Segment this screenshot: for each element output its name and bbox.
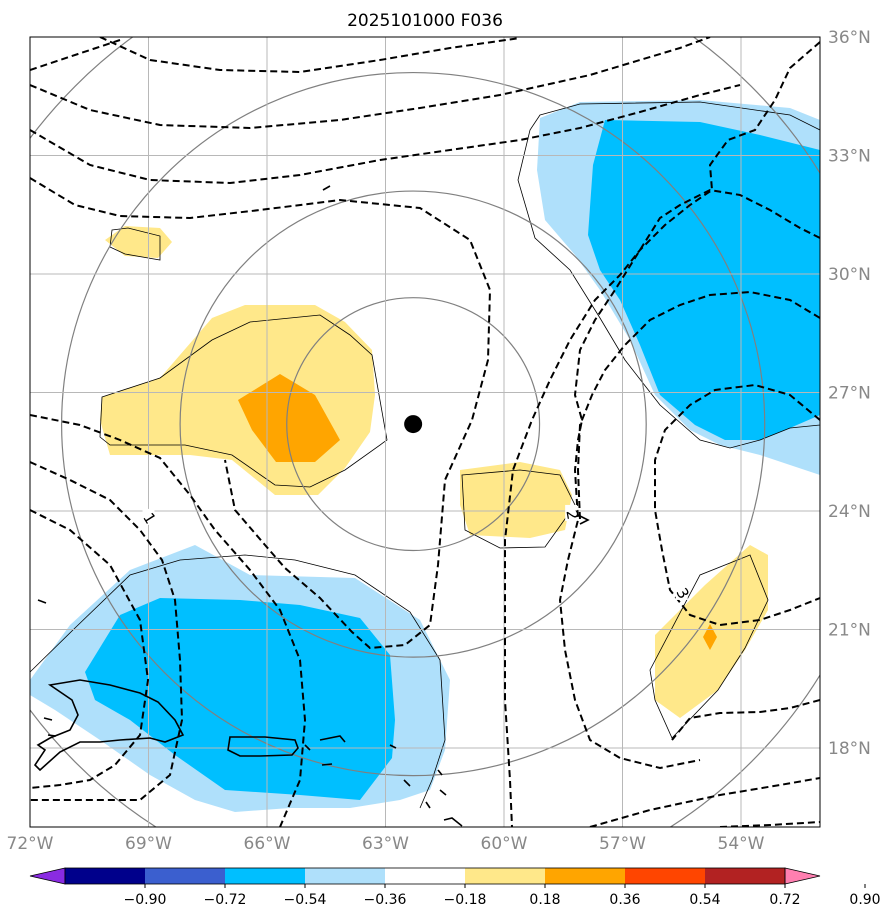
coastline-lesser-antilles-5: [425, 801, 431, 809]
distance-ring: [286, 297, 541, 552]
contour-label-background: [142, 508, 155, 525]
geopotential-contours: [30, 37, 820, 827]
map-frame: [29, 36, 821, 828]
coastline-bahamas-1: [37, 599, 47, 604]
coastline-lesser-antilles-4: [443, 817, 463, 827]
latitude-tick-label: 24°N: [828, 502, 871, 522]
contour-label: 2: [562, 509, 581, 522]
coastline-small-island-3: [321, 763, 333, 766]
coastline-lesser-antilles-2: [403, 779, 411, 787]
positive-anomaly-center-east: [460, 462, 572, 538]
colorbar-outline: [64, 867, 786, 885]
colorbar-tick-label: 0.36: [609, 892, 640, 908]
colorbar-tick-label: 0.90: [849, 892, 880, 908]
latitude-tick-label: 27°N: [828, 384, 871, 404]
longitude-tick-label: 60°W: [481, 834, 528, 854]
negative-anomaly-core-southwest: [85, 598, 395, 800]
longitude-tick-label: 57°W: [599, 834, 646, 854]
latitude-tick-label: 30°N: [828, 265, 871, 285]
latitude-tick-label: 18°N: [828, 739, 871, 759]
coastline-puerto-rico: [227, 736, 299, 757]
distance-ring: [179, 190, 647, 658]
colorbar-extend-low: [29, 867, 66, 885]
longitude-tick-label: 54°W: [718, 834, 765, 854]
latitude-tick-label: 33°N: [828, 147, 871, 167]
coastline-hispaniola: [33, 679, 185, 772]
positive-anomaly-small-north: [105, 226, 172, 258]
latitude-tick-labels: 36°N 33°N 30°N 27°N 24°N 21°N 18°N: [828, 28, 871, 759]
coastline-lesser-antilles-6: [437, 769, 443, 776]
longitude-tick-label: 72°W: [7, 834, 54, 854]
colorbar: [29, 867, 866, 888]
anomaly-threshold-contours: [30, 101, 820, 809]
coastline-bahamas-3: [47, 734, 57, 737]
colorbar-tick-label: 0.18: [529, 892, 560, 908]
colorbar-extend-high: [784, 867, 821, 885]
colorbar-swatch: [545, 868, 625, 884]
colorbar-swatch: [625, 868, 705, 884]
coastline-lesser-antilles-1: [389, 744, 397, 749]
colorbar-swatch: [145, 868, 225, 884]
coastline-small-island-1: [304, 744, 311, 751]
longitude-tick-label: 66°W: [244, 834, 291, 854]
colorbar-swatch: [705, 868, 785, 884]
longitude-tick-labels: 72°W 69°W 66°W 63°W 60°W 57°W 54°W: [7, 834, 765, 854]
coastline-bahamas-2: [43, 717, 53, 721]
contour-label-background: [565, 504, 578, 521]
colorbar-swatch: [305, 868, 385, 884]
contour-labels: 132: [139, 504, 693, 602]
colorbar-tick-label: 0.72: [769, 892, 800, 908]
positive-anomaly-core-west: [238, 374, 340, 462]
colorbar-swatch: [225, 868, 305, 884]
coastline-east-islet: [577, 514, 590, 525]
distance-rings: [30, 37, 820, 827]
colorbar-tick-label: −0.36: [364, 892, 407, 908]
colorbar-swatch: [385, 868, 465, 884]
colorbar-swatch: [465, 868, 545, 884]
positive-anomaly-core-southeast: [703, 624, 717, 650]
negative-anomaly-core-northeast: [588, 120, 820, 440]
distance-ring: [61, 71, 766, 777]
storm-center-marker: [404, 415, 423, 434]
coastlines: [33, 185, 590, 827]
coastline-north-islet: [322, 185, 331, 191]
latitude-tick-label: 21°N: [828, 621, 871, 641]
figure-title: 2025101000 F036: [347, 11, 503, 31]
latitude-tick-label: 36°N: [828, 28, 871, 48]
longitude-tick-label: 69°W: [125, 834, 172, 854]
coastline-lesser-antilles-3: [439, 789, 447, 796]
contour-label-background: [675, 583, 688, 600]
colorbar-tick-label: −0.54: [284, 892, 327, 908]
map-area: 132: [30, 37, 820, 827]
coastline-small-island-2: [319, 735, 346, 743]
colorbar-tick-label: −0.72: [204, 892, 247, 908]
longitude-tick-label: 63°W: [362, 834, 409, 854]
colorbar-tick-label: 0.54: [689, 892, 720, 908]
colorbar-tick-label: −0.18: [444, 892, 487, 908]
colorbar-tick-labels: −0.90 −0.72 −0.54 −0.36 −0.18 0.18 0.36 0.54 0.7…: [124, 892, 881, 908]
colorbar-tick-label: −0.90: [124, 892, 167, 908]
graticule: [30, 37, 820, 827]
colorbar-swatch: [65, 868, 145, 884]
